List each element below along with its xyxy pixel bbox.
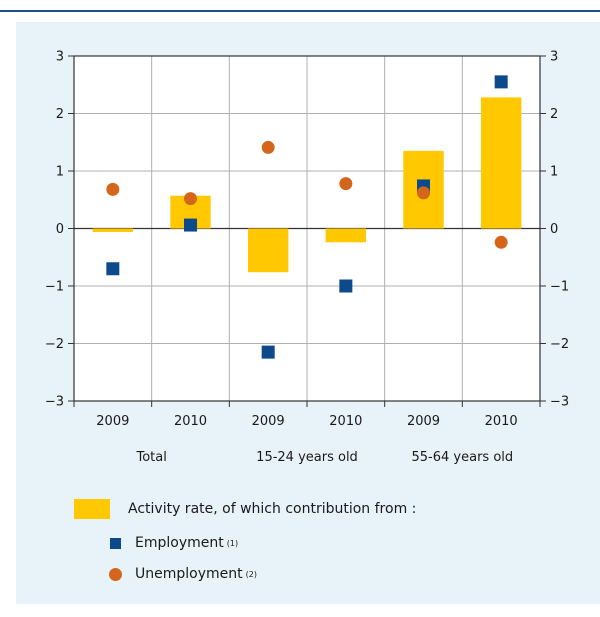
top-rule (0, 10, 600, 12)
x-tick-label: 2010 (485, 414, 518, 429)
legend-bar-swatch (74, 499, 110, 519)
y-tick-label-right: −3 (550, 395, 569, 410)
y-tick-label-left: 3 (56, 50, 64, 65)
x-tick-label: 2010 (329, 414, 362, 429)
marker-unemployment (261, 140, 275, 154)
y-tick-label-left: 1 (56, 165, 64, 180)
legend-unemployment-label: Unemployment (135, 566, 243, 582)
x-tick-label: 2009 (96, 414, 129, 429)
x-tick-label: 2009 (252, 414, 285, 429)
x-group-label: Total (135, 450, 166, 465)
legend-unemployment: Unemployment (2) (109, 566, 257, 582)
marker-unemployment (184, 192, 197, 206)
y-tick-label-right: 2 (550, 107, 558, 122)
marker-employment (184, 218, 197, 232)
y-tick-label-right: 3 (550, 50, 558, 65)
y-tick-label-right: −2 (550, 337, 569, 352)
marker-unemployment (417, 186, 430, 200)
x-group-label: 55-64 years old (412, 450, 514, 465)
legend-activity-label: Activity rate, of which contribution fro… (128, 501, 417, 517)
marker-unemployment (106, 182, 120, 196)
y-tick-label-right: 0 (550, 222, 558, 237)
y-tick-label-left: −1 (45, 280, 64, 295)
legend-square-marker (110, 537, 121, 549)
y-tick-label-left: −2 (45, 337, 64, 352)
y-tick-label-left: 0 (56, 222, 64, 237)
y-tick-label-right: −1 (550, 280, 569, 295)
x-group-label: 15-24 years old (256, 450, 358, 465)
bar-activity-rate (480, 97, 522, 229)
marker-employment (106, 262, 120, 276)
marker-unemployment (494, 235, 508, 249)
bar-activity-rate (325, 228, 367, 243)
x-tick-label: 2010 (174, 414, 207, 429)
legend-employment: Employment (1) (110, 535, 238, 551)
marker-employment (494, 75, 508, 89)
marker-unemployment (339, 177, 353, 191)
bar-activity-rate (247, 228, 289, 273)
x-tick-label: 2009 (407, 414, 440, 429)
legend-employment-label: Employment (135, 535, 224, 551)
marker-employment (339, 279, 353, 293)
legend-activity: Activity rate, of which contribution fro… (74, 499, 416, 519)
marker-employment (261, 345, 275, 359)
legend-dot-marker (109, 567, 122, 581)
legend-unemployment-note: (2) (245, 569, 257, 579)
y-tick-label-right: 1 (550, 165, 558, 180)
y-tick-label-left: −3 (45, 395, 64, 410)
y-tick-label-left: 2 (56, 107, 64, 122)
bar-activity-rate (92, 228, 134, 232)
legend-employment-note: (1) (226, 538, 239, 548)
